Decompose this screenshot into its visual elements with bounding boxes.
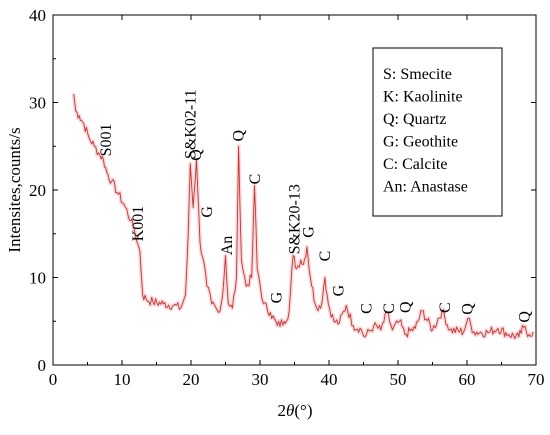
y-tick-label: 40: [29, 6, 46, 25]
y-tick-label: 20: [29, 181, 46, 200]
y-tick-label: 10: [29, 269, 46, 288]
peak-annotation: S&K02-11: [182, 89, 199, 159]
axes-layer: 0 10 20 30 40 50 60 70 0 10 20 30 40: [29, 6, 545, 389]
legend-entry: G: Geothite: [383, 134, 458, 151]
peak-annotation: K001: [130, 206, 147, 242]
y-tick-label: 0: [38, 356, 47, 375]
x-axis-label-theta: θ: [286, 401, 294, 420]
x-tick-label: 20: [183, 370, 200, 389]
x-axis-label: 2θ(°): [278, 401, 313, 420]
x-tick-label: 30: [252, 370, 269, 389]
peak-annotation: C: [317, 251, 334, 262]
peak-annotation: S&K20-13: [287, 184, 304, 254]
legend-entry: An: Anastase: [383, 179, 468, 196]
peak-annotation: G: [269, 291, 286, 303]
x-tick-label: 40: [321, 370, 338, 389]
peak-annotation: C: [358, 303, 375, 314]
peak-annotation: G: [331, 284, 348, 296]
series-layer: [71, 93, 536, 341]
peak-annotation: G: [300, 226, 317, 238]
peak-annotation: Q: [231, 130, 248, 142]
x-tick-label: 50: [390, 370, 407, 389]
x-axis-label-suffix: (°): [294, 401, 312, 420]
legend-entry: C: Calcite: [383, 156, 447, 173]
x-tick-label: 60: [459, 370, 476, 389]
series-line: [73, 93, 534, 340]
peak-annotation: S001: [98, 123, 115, 156]
y-tick-label: 30: [29, 94, 46, 113]
peak-annotation: Q: [516, 311, 533, 323]
peak-annotation: C: [381, 303, 398, 314]
peak-annotation: An: [219, 236, 236, 256]
peak-annotation: C: [247, 174, 264, 185]
legend-box: [372, 47, 503, 217]
peak-annotation: G: [199, 206, 216, 218]
legend-entry: Q: Quartz: [383, 111, 447, 128]
y-axis-label: Intensites,counts/s: [5, 127, 24, 252]
x-tick-label: 10: [114, 370, 131, 389]
x-tick-label: 0: [49, 370, 58, 389]
legend: S: Smecite K: Kaolinite Q: Quartz G: Geothi…: [372, 47, 503, 217]
legend-entry: K: Kaolinite: [383, 89, 463, 106]
x-axis-label-prefix: 2: [278, 401, 287, 420]
x-tick-label: 70: [528, 370, 545, 389]
legend-entry: S: Smecite: [383, 66, 452, 83]
peak-annotation: Q: [460, 303, 477, 315]
peak-annotation: Q: [398, 301, 415, 313]
peak-annotation: Q: [188, 149, 205, 161]
peak-annotation: C: [437, 302, 454, 313]
